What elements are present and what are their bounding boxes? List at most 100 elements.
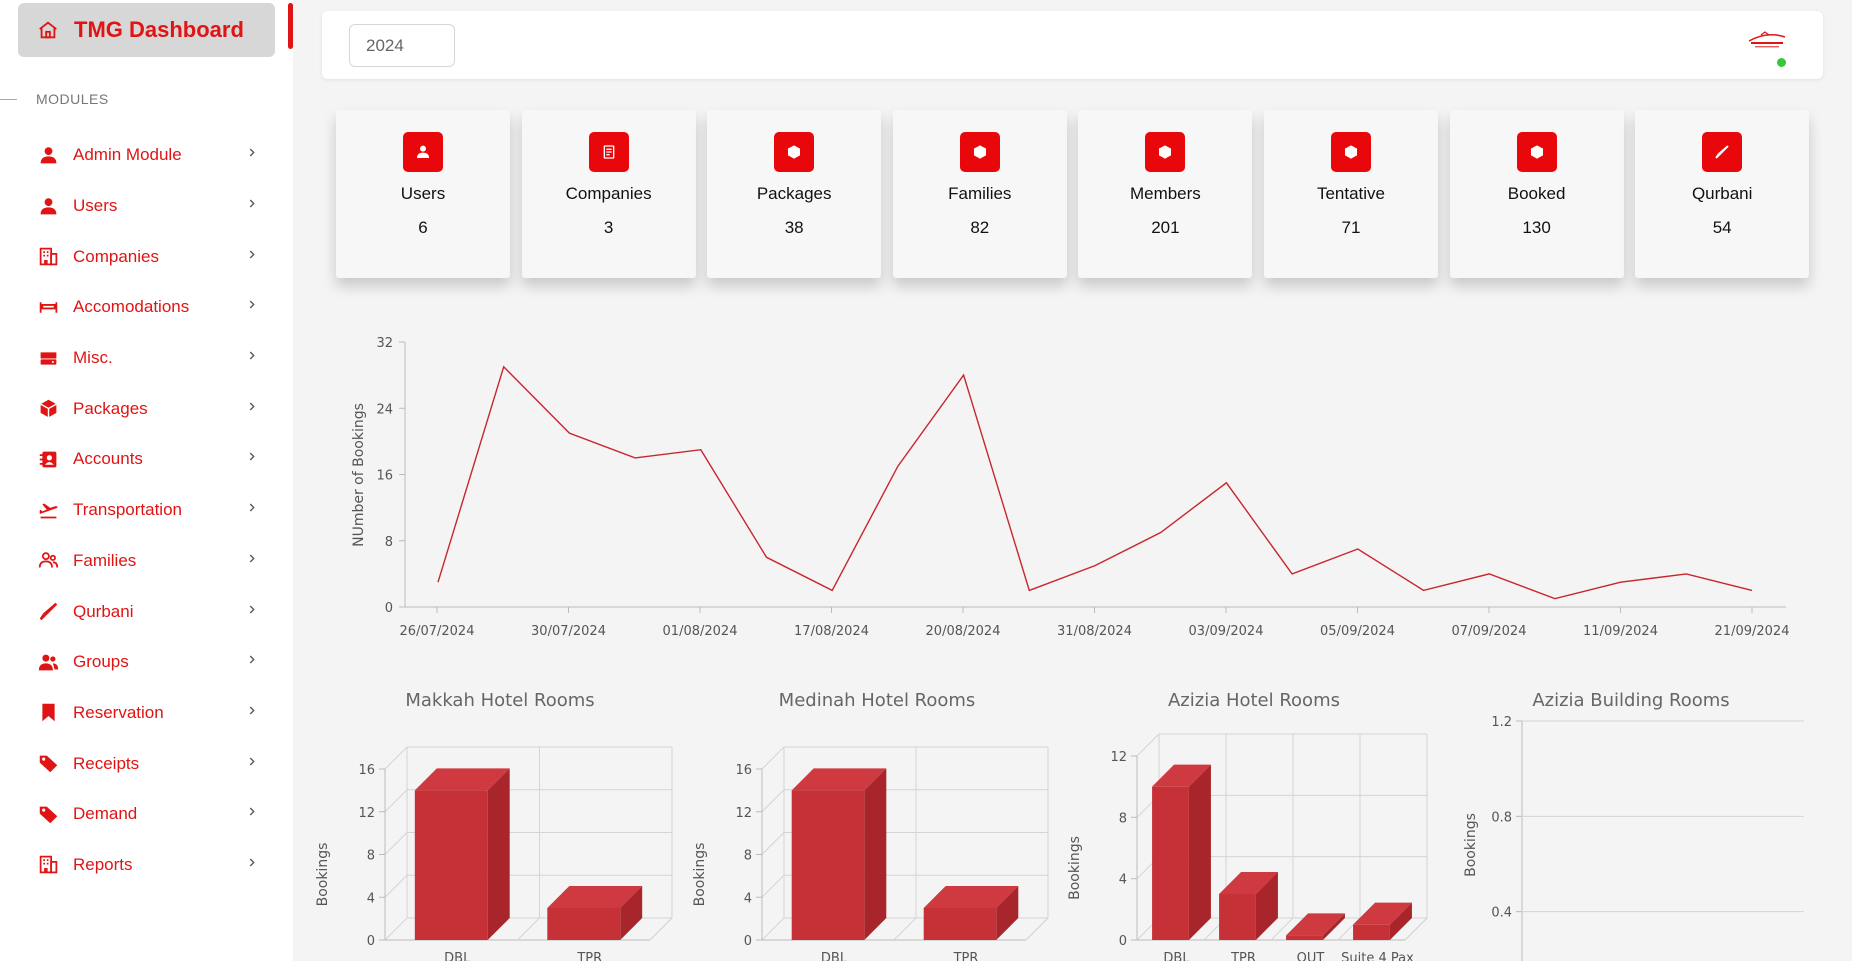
box-icon [1145, 132, 1186, 172]
sidebar-item-companies[interactable]: Companies [0, 231, 293, 282]
sidebar-item-label: Accomodations [73, 297, 190, 317]
y-tick-label: 4 [1119, 873, 1127, 888]
x-tick-label: 11/09/2024 [1583, 624, 1658, 639]
y-tick-label: 12 [1110, 750, 1127, 765]
x-tick-label: 31/08/2024 [1057, 624, 1132, 639]
bar-top [1219, 872, 1278, 894]
sidebar-item-label: Families [73, 550, 137, 570]
sidebar-item-admin-module[interactable]: Admin Module [0, 130, 293, 181]
stat-card-label: Booked [1507, 184, 1566, 203]
knife-icon [1702, 132, 1743, 172]
box-icon [37, 398, 59, 420]
x-tick-label: TPR [1230, 951, 1256, 961]
bar-front [1152, 786, 1189, 940]
y-axis-label: NUmber of Bookings [351, 403, 367, 547]
modules-heading: MODULES [0, 88, 280, 110]
y-tick-label: 16 [376, 469, 393, 484]
sidebar-item-receipts[interactable]: Receipts [0, 738, 293, 789]
chevron-right-icon [245, 349, 259, 368]
grid-line [761, 917, 785, 941]
sidebar-item-misc[interactable]: Misc. [0, 333, 293, 384]
box-icon [1331, 132, 1371, 172]
sidebar-item-accounts[interactable]: Accounts [0, 434, 293, 485]
bar-front [1219, 894, 1256, 940]
x-tick-label: 17/08/2024 [794, 624, 869, 639]
stat-card-label: Users [400, 184, 446, 203]
sidebar-item-reports[interactable]: Reports [0, 840, 293, 891]
box-icon [774, 132, 815, 172]
y-tick-label: 12 [735, 806, 752, 821]
user-icon [37, 195, 59, 217]
stat-card-label: Families [948, 184, 1012, 203]
knife-icon [37, 601, 59, 623]
grid-line [1136, 733, 1160, 757]
y-tick-label: 12 [358, 806, 375, 821]
sidebar-item-families[interactable]: Families [0, 536, 293, 587]
grid-line [761, 789, 785, 813]
sidebar-item-packages[interactable]: Packages [0, 383, 293, 434]
stat-card-members[interactable]: Members 201 [1078, 110, 1253, 278]
sidebar-item-reservation[interactable]: Reservation [0, 688, 293, 739]
stat-card-booked[interactable]: Booked 130 [1449, 110, 1624, 278]
company-logo [1747, 29, 1787, 51]
stat-card-value: 3 [603, 218, 614, 237]
sidebar-item-label: Receipts [73, 753, 140, 773]
floor-grid-line [893, 917, 917, 941]
stat-cards: Users 6 Companies 3 Packages 38 Families 82 Memb… [336, 110, 1810, 278]
x-tick-label: DBL [444, 951, 471, 961]
tag-icon [37, 803, 59, 825]
stat-card-qurbani[interactable]: Qurbani 54 [1635, 110, 1810, 278]
bar-side [1188, 764, 1211, 940]
sidebar-item-users[interactable]: Users [0, 181, 293, 232]
chevron-right-icon [245, 855, 259, 874]
bar-front [791, 790, 865, 940]
sidebar-item-label: Groups [73, 652, 129, 672]
y-tick-label: 0 [385, 601, 393, 616]
x-tick-label: 05/09/2024 [1320, 624, 1395, 639]
box-icon [959, 132, 1000, 172]
sidebar-item-demand[interactable]: Demand [0, 789, 293, 840]
bar-side [620, 885, 643, 940]
x-tick-label: QUT [1297, 951, 1325, 961]
stat-card-families[interactable]: Families 82 [892, 110, 1067, 278]
sidebar-item-transportation[interactable]: Transportation [0, 485, 293, 536]
bar-top [414, 768, 510, 791]
floor-grid-line [1025, 917, 1049, 941]
plane-icon [37, 499, 59, 521]
grid-line [761, 746, 785, 770]
sidebar-item-accomodations[interactable]: Accomodations [0, 282, 293, 333]
building-icon [37, 246, 59, 268]
stat-card-companies[interactable]: Companies 3 [521, 110, 696, 278]
sidebar-item-label: Users [73, 196, 118, 216]
user-icon [403, 132, 443, 172]
stat-card-packages[interactable]: Packages 38 [707, 110, 882, 278]
stat-card-tentative[interactable]: Tentative 71 [1264, 110, 1438, 278]
sidebar-item-label: Transportation [73, 500, 182, 520]
sidebar-item-groups[interactable]: Groups [0, 637, 293, 688]
x-tick-label: DBL [821, 951, 848, 961]
bar-dbl [791, 768, 887, 940]
bar-front [923, 907, 997, 940]
stat-card-label: Packages [756, 184, 832, 203]
bar-front [414, 790, 488, 940]
top-bar [322, 11, 1823, 79]
online-status-dot [1777, 58, 1786, 67]
year-input[interactable] [349, 24, 455, 67]
y-axis-label: Bookings [315, 843, 331, 907]
drive-icon [37, 347, 59, 369]
stat-card-value: 130 [1522, 218, 1551, 237]
tag-icon [37, 753, 59, 775]
x-tick-label: 21/09/2024 [1715, 624, 1790, 639]
stat-card-users[interactable]: Users 6 [336, 110, 510, 278]
document-icon [588, 132, 629, 172]
stat-card-label: Qurbani [1691, 184, 1753, 203]
y-axis-label: Bookings [692, 843, 708, 907]
bar-front [1286, 935, 1323, 940]
active-indicator [288, 3, 293, 49]
y-tick-label: 4 [744, 891, 752, 906]
chart-title: Medinah Hotel Rooms [779, 690, 976, 711]
brand-home-link[interactable]: TMG Dashboard [18, 3, 275, 57]
bar-side [1255, 872, 1278, 940]
sidebar-item-qurbani[interactable]: Qurbani [0, 586, 293, 637]
